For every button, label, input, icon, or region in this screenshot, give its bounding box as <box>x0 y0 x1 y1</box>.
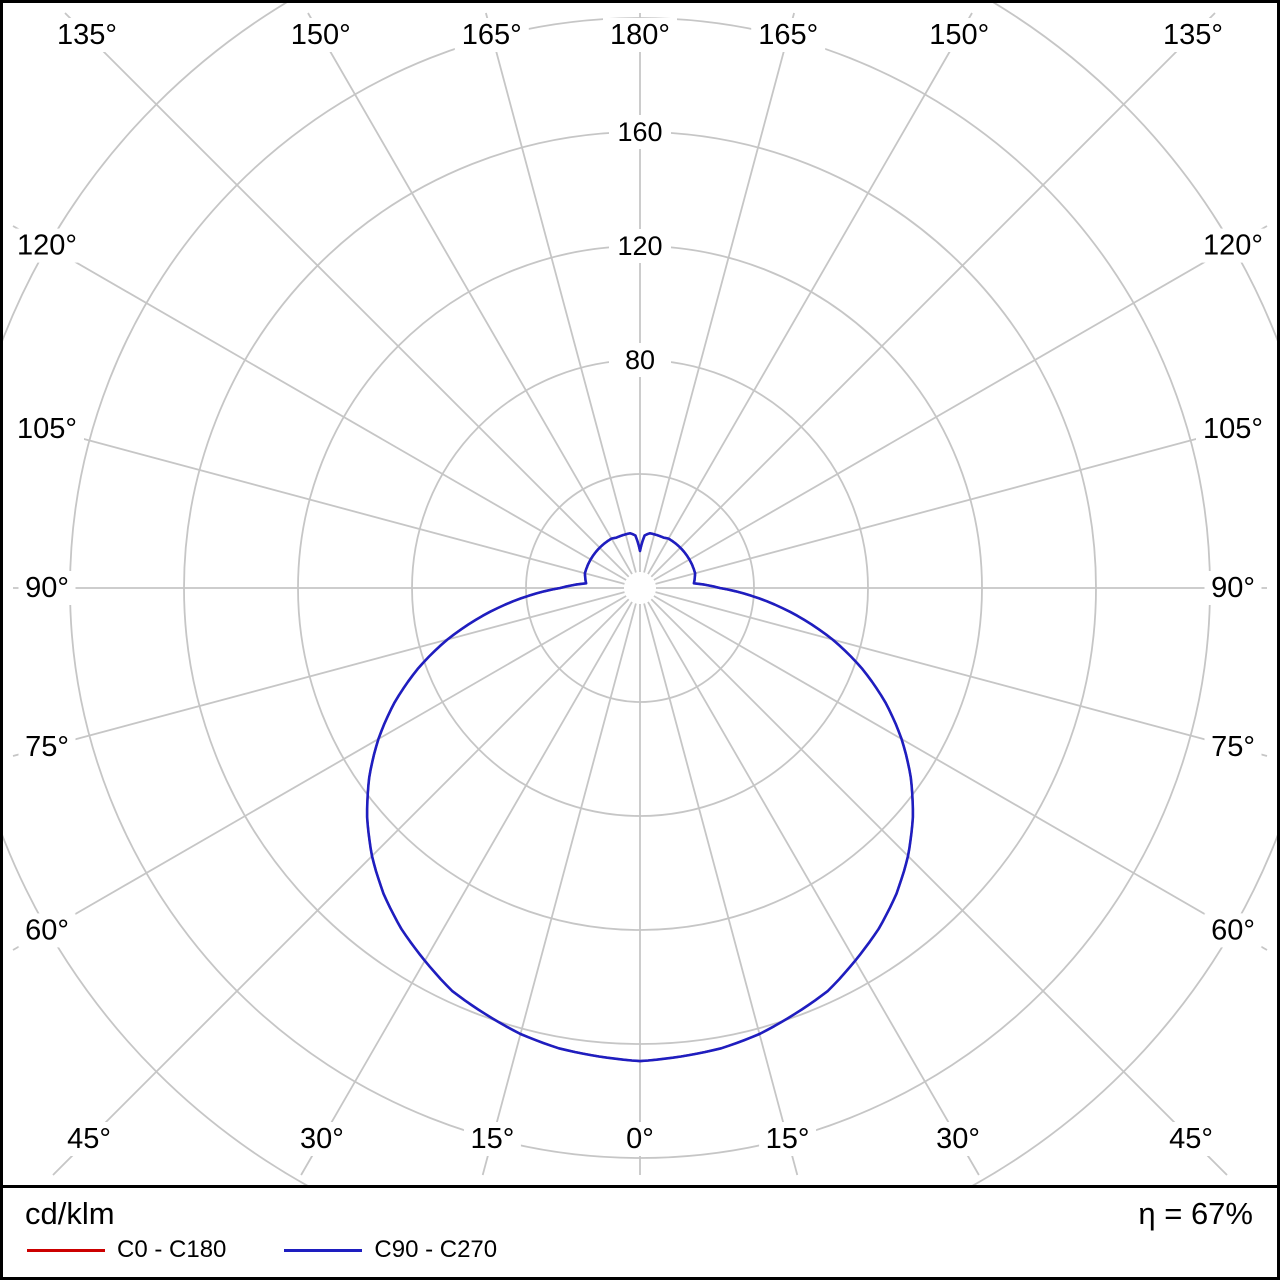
angle-label-bg <box>10 412 84 447</box>
angle-label: 120° <box>1203 230 1263 262</box>
grid-ray <box>64 12 630 578</box>
angle-label: 150° <box>291 19 351 51</box>
angle-label-bg <box>759 1122 817 1156</box>
grid-ray <box>52 598 630 1176</box>
legend-item-c90-c270: C90 - C270 <box>284 1236 497 1264</box>
angle-label: 45° <box>1169 1123 1213 1155</box>
angle-label: 90° <box>1211 572 1255 604</box>
grid-ray <box>300 601 633 1176</box>
grid-ray <box>481 603 637 1176</box>
angle-label: 60° <box>1211 914 1255 946</box>
angle-label: 60° <box>25 914 69 946</box>
angle-label-bg <box>18 571 76 605</box>
grid-ray <box>643 603 799 1176</box>
angle-labels: 0° 15° 15° 30° 30° 45° 45° 60° 60° 75° 75° 90° 90° 10… <box>10 18 1270 1156</box>
grid-ray <box>12 419 625 585</box>
legend-item-c0-c180: C0 - C180 <box>27 1236 226 1264</box>
angle-label: 165° <box>462 19 522 51</box>
ring-label: 120 <box>617 231 662 261</box>
angle-label-bg <box>1204 571 1262 605</box>
angle-label: 105° <box>1203 413 1263 445</box>
grid-ray <box>653 595 1268 951</box>
angle-label: 30° <box>300 1123 344 1155</box>
grid-ray <box>307 12 633 575</box>
angle-label: 45° <box>67 1123 111 1155</box>
grid-ray <box>485 12 637 573</box>
angle-label: 135° <box>57 19 117 51</box>
angle-label: 120° <box>17 230 77 262</box>
polar-grid <box>3 3 1277 1185</box>
angle-label-bg <box>1204 729 1262 764</box>
ring-label: 160 <box>617 117 662 147</box>
angle-label-bg <box>751 18 826 52</box>
angle-label-bg <box>1196 228 1270 263</box>
angle-label-bg <box>922 18 997 52</box>
ring-label-bg <box>609 343 671 377</box>
angle-label: 90° <box>25 572 69 604</box>
angle-label-bg <box>1162 1122 1220 1156</box>
legend: C0 - C180 C90 - C270 <box>27 1236 497 1264</box>
grid-ray <box>655 591 1268 757</box>
angle-label-bg <box>50 18 124 52</box>
angle-label-bg <box>18 729 76 764</box>
legend-label-c0-c180: C0 - C180 <box>117 1236 227 1263</box>
grid-ray <box>12 591 625 757</box>
angle-label-bg <box>10 228 84 263</box>
angle-label-bg <box>929 1122 987 1156</box>
angle-label-bg <box>1196 412 1270 447</box>
angle-label-bg <box>463 1122 521 1156</box>
legend-label-c90-c270: C90 - C270 <box>374 1236 498 1263</box>
angle-label-bg <box>293 1122 351 1156</box>
curve-C90-C270 <box>365 532 915 1063</box>
angle-label-bg <box>620 1122 660 1156</box>
chart-footer: cd/klm η = 67% C0 - C180 C90 - C270 <box>3 1185 1277 1274</box>
ring-label-bg <box>609 115 671 149</box>
grid-ray <box>655 419 1268 585</box>
ring-label-bg <box>609 229 671 263</box>
angle-label: 30° <box>936 1123 980 1155</box>
efficiency-label: η = 67% <box>1138 1196 1253 1231</box>
angle-label-bg <box>603 18 677 52</box>
grid-ray <box>647 601 980 1176</box>
angle-label-bg <box>18 913 76 948</box>
grid-ray <box>12 595 627 951</box>
unit-label: cd/klm <box>25 1196 115 1231</box>
polar-chart-svg: 80 120 160 0° 15° 15° 30° 30° 45° 45° 60° 60° 75° 75°… <box>3 3 1277 1185</box>
ring-labels: 80 120 160 <box>609 115 671 377</box>
ring-label: 80 <box>625 345 655 375</box>
grid-ray <box>12 225 627 581</box>
angle-label-bg <box>283 18 358 52</box>
angle-label-bg <box>60 1122 118 1156</box>
angle-label: 75° <box>1211 731 1255 763</box>
legend-line-c90-c270-icon <box>284 1248 363 1252</box>
angle-label-bg <box>1204 913 1262 948</box>
angle-label: 135° <box>1163 19 1223 51</box>
angle-label: 75° <box>25 731 69 763</box>
grid-ray <box>650 12 1216 578</box>
angle-label-bg <box>1156 18 1230 52</box>
angle-label-bg <box>454 18 529 52</box>
legend-line-c0-c180-icon <box>27 1248 105 1252</box>
intensity-curves <box>365 532 915 1063</box>
angle-label: 0° <box>626 1123 654 1155</box>
angle-label: 105° <box>17 413 77 445</box>
angle-label: 15° <box>766 1123 810 1155</box>
angle-label: 165° <box>758 19 818 51</box>
angle-label: 180° <box>610 19 670 51</box>
grid-ray <box>647 12 973 575</box>
angle-label: 15° <box>470 1123 514 1155</box>
grid-ray <box>643 12 795 573</box>
angle-label: 150° <box>929 19 989 51</box>
grid-ray <box>653 225 1268 581</box>
grid-ray <box>650 598 1228 1176</box>
